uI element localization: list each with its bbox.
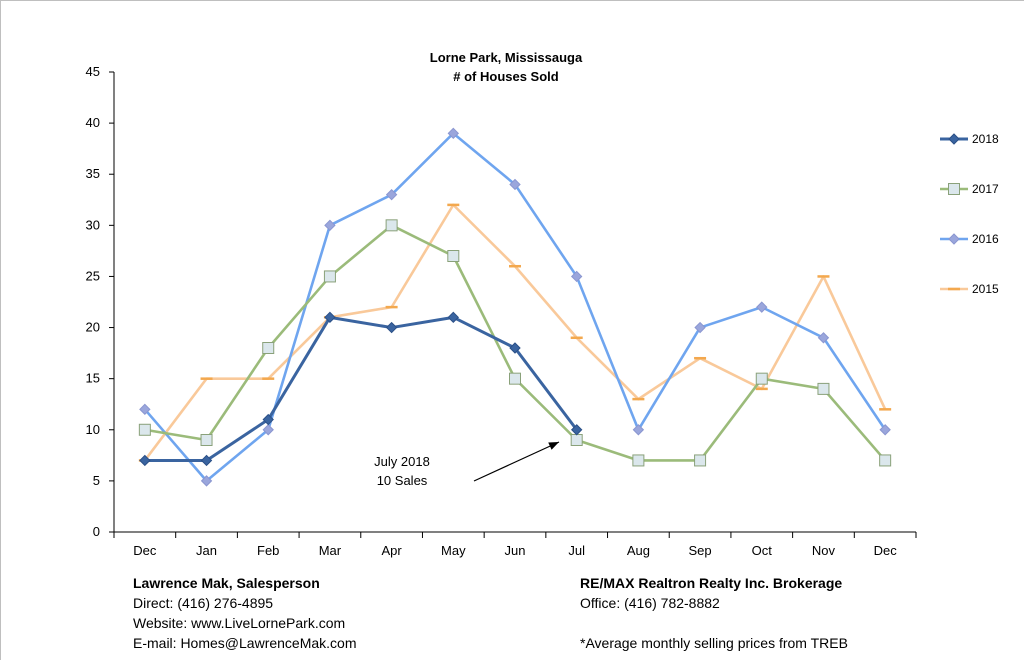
data-point-2017 [509,372,521,385]
x-tick-label: Aug [627,543,650,558]
y-tick-label: 15 [86,371,100,386]
data-point-2016 [200,475,213,487]
x-tick-label: May [441,543,466,558]
brokerage-contact: RE/MAX Realtron Realty Inc. Brokerage Of… [580,573,848,653]
y-tick-label: 25 [86,268,100,283]
y-tick-label: 10 [86,422,100,437]
annotation-line-1: July 2018 [374,454,430,469]
x-tick-label: Jan [196,543,217,558]
legend-entry-2017: 2017 [940,182,999,196]
data-point-2018 [447,311,460,324]
series-2017 [138,219,892,467]
legend-entry-2015: 2015 [940,282,999,296]
x-tick-label: Feb [257,543,279,558]
data-point-2016 [879,424,891,436]
axes: 0 5 10 15 20 25 30 35 40 45 Dec Jan Feb Mar Apr May Jun J… [86,64,917,558]
agent-name: Lawrence Mak, Salesperson [133,575,320,591]
legend-entry-2018: 2018 [940,132,999,146]
data-point-2016 [139,403,151,416]
data-point-2016 [324,219,336,232]
data-point-2016 [632,424,645,436]
data-point-2017 [447,250,460,262]
y-tick-label: 0 [93,524,100,539]
legend-label-2015: 2015 [972,282,999,296]
data-point-2018 [200,454,213,467]
x-tick-label: Oct [752,543,773,558]
data-point-2017 [138,423,151,436]
data-point-2016 [509,178,521,191]
data-source-note: *Average monthly selling prices from TRE… [580,635,848,651]
y-tick-label: 40 [86,115,100,130]
series-2015 [138,203,892,462]
data-point-2016 [756,301,768,313]
data-point-2018 [509,342,521,354]
legend-marker-2017 [948,183,960,195]
data-point-2017 [385,219,398,232]
data-point-2017 [262,342,275,354]
data-point-2017 [632,454,645,467]
y-tick-label: 35 [86,166,100,181]
x-tick-label: Nov [812,543,836,558]
data-point-2018 [324,311,336,324]
data-point-2017 [755,372,768,385]
y-tick-label: 45 [86,64,100,79]
data-point-2018 [570,424,583,436]
annotation-arrow [473,441,560,482]
y-tick-label: 30 [86,217,100,232]
data-point-2018 [262,413,274,426]
data-point-2017 [323,270,336,283]
legend-label-2017: 2017 [972,182,999,196]
agent-direct-phone: Direct: (416) 276-4895 [133,595,274,611]
data-point-2016 [447,127,460,140]
data-point-2017 [694,454,707,467]
data-point-2017 [200,434,213,446]
data-point-2016 [570,270,583,283]
data-point-2018 [139,454,151,467]
agent-website[interactable]: Website: www.LiveLornePark.com [133,615,346,631]
chart-subtitle: # of Houses Sold [453,69,559,84]
y-tick-label: 20 [86,320,100,335]
legend-entry-2016: 2016 [940,232,999,246]
brokerage-name: RE/MAX Realtron Realty Inc. Brokerage [580,575,843,591]
x-tick-label: Jul [568,543,585,558]
annotation: July 2018 10 Sales [374,441,560,488]
series-2016 [139,127,891,487]
agent-contact: Lawrence Mak, Salesperson Direct: (416) … [133,573,357,653]
x-tick-label: Dec [133,543,157,558]
data-point-2016 [817,332,830,344]
data-point-2017 [817,382,830,395]
series-line-2015 [143,203,887,462]
data-point-2017 [570,434,583,446]
series-line-2018 [144,315,578,462]
x-tick-label: Mar [319,543,342,558]
brokerage-office-phone: Office: (416) 782-8882 [580,595,720,611]
series-2018 [139,311,583,467]
legend-label-2016: 2016 [972,232,999,246]
legend-marker-2018 [948,133,960,145]
x-tick-label: Apr [381,543,402,558]
y-tick-label: 5 [93,473,100,488]
x-tick-label: Jun [505,543,526,558]
agent-email[interactable]: E-mail: Homes@LawrenceMak.com [133,635,357,651]
data-point-2016 [262,424,274,436]
chart-title: Lorne Park, Mississauga [430,50,583,65]
legend-marker-2016 [948,233,960,245]
data-point-2017 [879,454,892,467]
data-point-2016 [385,188,398,201]
x-tick-label: Dec [874,543,898,558]
annotation-line-2: 10 Sales [377,473,428,488]
annotation-arrow-head [548,442,559,450]
data-point-2016 [694,321,706,334]
series-group [138,127,892,487]
legend: 2018 2017 2016 2015 [940,132,999,296]
data-point-2018 [385,321,398,334]
legend-label-2018: 2018 [972,132,999,146]
x-tick-label: Sep [689,543,712,558]
